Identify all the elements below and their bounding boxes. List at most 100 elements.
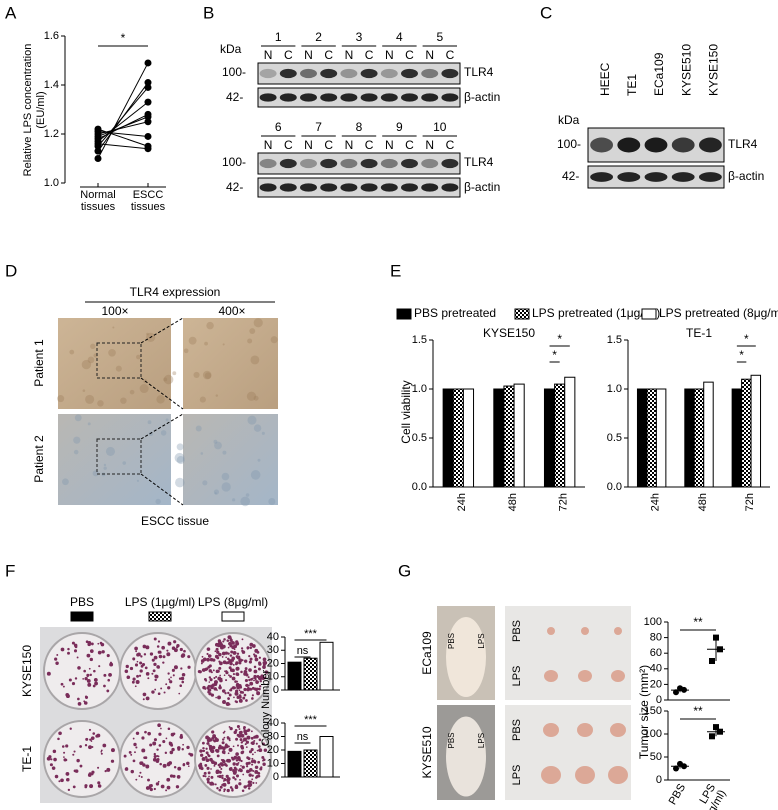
colony bbox=[227, 635, 232, 640]
tissue-texture bbox=[129, 389, 135, 395]
colony bbox=[250, 750, 253, 753]
colony bbox=[235, 689, 239, 693]
blot-band bbox=[401, 93, 418, 102]
colony bbox=[251, 763, 254, 766]
colony bbox=[107, 678, 111, 682]
cell-line-label: ECa109 bbox=[652, 52, 666, 96]
colony bbox=[222, 640, 225, 643]
tissue-texture bbox=[245, 493, 250, 497]
colony bbox=[160, 784, 165, 789]
x-tick-label: 72h bbox=[558, 493, 570, 511]
tumor-photo bbox=[505, 606, 631, 700]
colony bbox=[244, 743, 247, 746]
xenograft-row-label: ECa109 bbox=[420, 631, 434, 675]
colony bbox=[240, 741, 244, 744]
colony bbox=[130, 753, 133, 756]
colony bbox=[221, 774, 224, 777]
colony bbox=[169, 774, 174, 778]
colony bbox=[235, 661, 239, 665]
colony bbox=[65, 744, 69, 748]
significance-label: * bbox=[557, 332, 562, 346]
data-point bbox=[717, 646, 723, 653]
colony bbox=[241, 638, 244, 641]
colony bbox=[235, 774, 240, 778]
colony bbox=[68, 678, 72, 682]
tissue-texture bbox=[213, 439, 218, 444]
colony bbox=[241, 765, 245, 769]
tissue-texture bbox=[204, 341, 208, 346]
colony bbox=[168, 741, 172, 744]
tissue-texture bbox=[156, 395, 165, 404]
mouse-label: PBS bbox=[447, 633, 456, 649]
colony bbox=[178, 692, 181, 695]
blot bbox=[257, 152, 461, 175]
tissue-texture bbox=[183, 348, 189, 354]
colony bbox=[211, 745, 216, 750]
colony bbox=[210, 768, 212, 770]
colony bbox=[54, 657, 58, 661]
bar bbox=[287, 661, 302, 691]
zoom-guide bbox=[140, 377, 184, 410]
colony bbox=[166, 652, 171, 657]
colony bbox=[157, 650, 161, 654]
kda-label: kDa bbox=[220, 42, 242, 56]
colony bbox=[209, 678, 213, 682]
significance-label: *** bbox=[304, 628, 318, 640]
colony bbox=[207, 684, 211, 688]
colony bbox=[228, 739, 231, 742]
colony bbox=[57, 737, 60, 741]
colony bbox=[231, 757, 235, 761]
colony bbox=[125, 664, 129, 669]
colony bbox=[229, 689, 232, 692]
colony bbox=[225, 656, 227, 659]
lane-label: C bbox=[446, 48, 455, 62]
colony bbox=[172, 732, 176, 736]
colony bbox=[245, 683, 249, 688]
colony bbox=[254, 765, 259, 770]
colony bbox=[199, 749, 203, 753]
blot-band bbox=[401, 68, 418, 79]
colony bbox=[238, 658, 243, 663]
tissue-texture bbox=[214, 492, 217, 495]
tumor bbox=[547, 627, 555, 635]
colony bbox=[97, 650, 102, 655]
colony bbox=[72, 753, 75, 756]
colony bbox=[236, 744, 240, 747]
colony bbox=[240, 759, 243, 763]
colony bbox=[169, 750, 174, 755]
colony bbox=[134, 751, 136, 754]
colony bbox=[141, 736, 145, 740]
mouse-label: LPS bbox=[477, 733, 486, 748]
y-tick-label: 80 bbox=[650, 632, 662, 644]
lane-group-label: 1 bbox=[275, 30, 282, 44]
treatment-swatch bbox=[148, 611, 172, 622]
y-tick-label: 50 bbox=[650, 751, 662, 763]
colony bbox=[224, 670, 226, 673]
blot-band bbox=[300, 93, 317, 102]
y-tick-label: 100 bbox=[644, 728, 662, 740]
treatment-swatch bbox=[221, 611, 245, 622]
treatment-label: PBS bbox=[70, 595, 94, 609]
colony bbox=[248, 773, 252, 777]
tissue-texture bbox=[81, 359, 92, 370]
blot bbox=[257, 62, 461, 85]
colony bbox=[248, 668, 252, 672]
colony bbox=[97, 766, 100, 769]
colony bbox=[214, 683, 217, 686]
colony bbox=[103, 673, 107, 677]
colony bbox=[165, 737, 168, 740]
colony bbox=[229, 786, 233, 789]
colony bbox=[151, 672, 154, 675]
tissue-texture bbox=[87, 422, 91, 426]
blot-band bbox=[360, 68, 378, 79]
colony bbox=[67, 647, 70, 651]
colony bbox=[135, 746, 138, 749]
colony bbox=[225, 679, 228, 682]
colony bbox=[208, 681, 211, 683]
blot-band bbox=[340, 158, 358, 169]
tissue-texture bbox=[115, 365, 122, 372]
colony bbox=[180, 667, 183, 670]
blot-band bbox=[320, 158, 338, 169]
bar bbox=[319, 641, 334, 691]
cell-line-label: TE1 bbox=[625, 74, 639, 96]
